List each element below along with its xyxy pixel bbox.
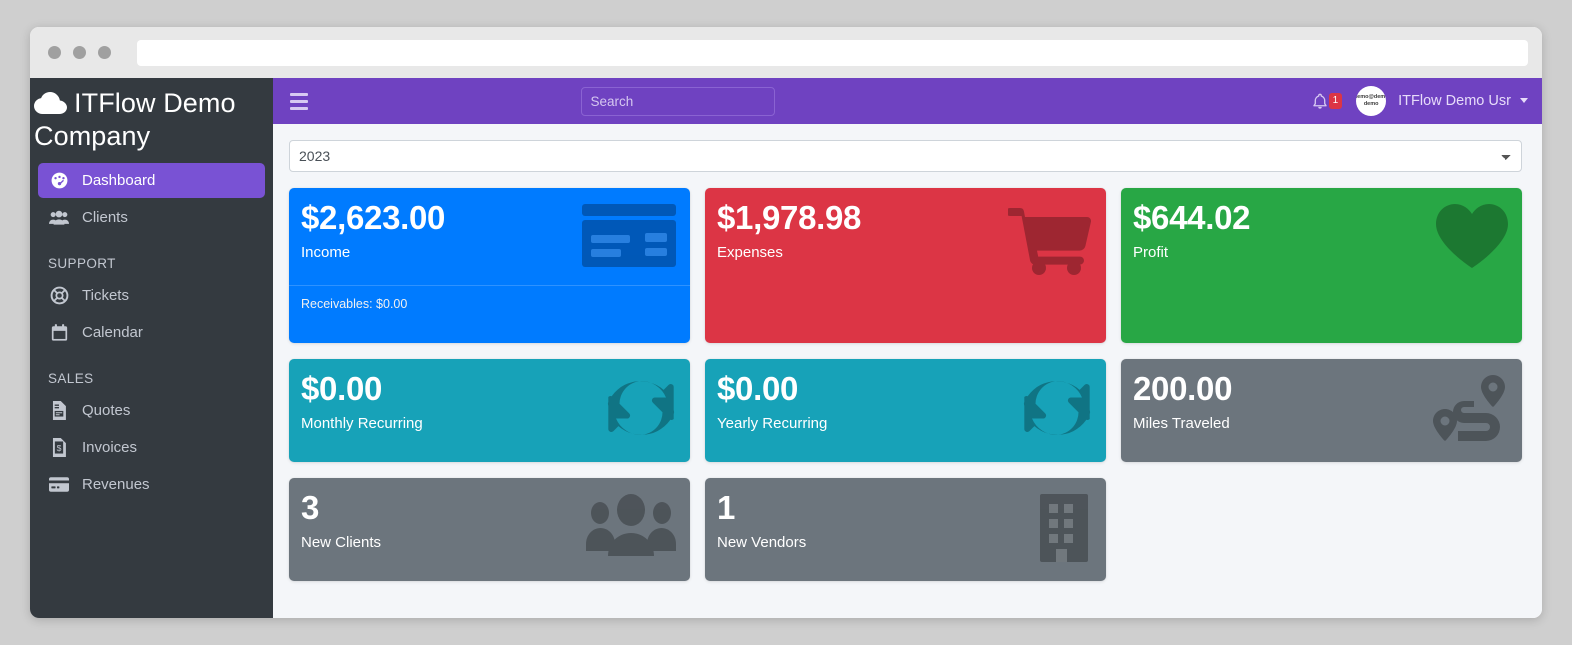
sidebar-item-label: Invoices — [82, 439, 138, 457]
stat-card-label: New Vendors — [717, 533, 807, 551]
topbar-right: 1 demo@demo demo ITFlow Demo Usr — [1310, 86, 1528, 116]
sidebar: ITFlow Demo Company Dashboa — [30, 78, 273, 618]
users-icon — [48, 208, 70, 227]
minimize-window-dot[interactable] — [73, 46, 86, 59]
sidebar-item-dashboard[interactable]: Dashboard — [38, 163, 265, 199]
stat-card-grid: $2,623.00 Income — [289, 188, 1522, 581]
stat-card-value: 1 — [717, 489, 736, 526]
address-bar[interactable] — [137, 39, 1528, 66]
sidebar-item-calendar[interactable]: Calendar — [38, 315, 265, 350]
user-menu[interactable]: ITFlow Demo Usr — [1398, 93, 1528, 109]
stat-card-value: 200.00 — [1133, 370, 1233, 407]
sidebar-group-header-support: SUPPORT — [48, 256, 116, 272]
window-controls — [48, 46, 111, 59]
life-ring-icon — [48, 286, 70, 305]
stat-card-miles-traveled[interactable]: 200.00 Miles Traveled — [1121, 359, 1522, 462]
browser-window: ITFlow Demo Company Dashboa — [30, 27, 1542, 618]
stat-card-value: $2,623.00 — [301, 199, 446, 236]
hamburger-icon[interactable] — [285, 87, 313, 115]
stat-card-value: 3 — [301, 489, 320, 526]
stat-card-footer: Receivables: $0.00 — [289, 284, 690, 321]
sidebar-item-label: Calendar — [82, 324, 143, 342]
stat-card-label: Income — [301, 243, 351, 261]
stat-card-income[interactable]: $2,623.00 Income — [289, 188, 690, 343]
stat-card-label: New Clients — [301, 533, 382, 551]
stat-card-value: $1,978.98 — [717, 199, 862, 236]
dashboard-content: 2023 $2,623.00 Income — [273, 124, 1542, 618]
file-invoice-icon — [48, 401, 70, 421]
stat-card-new-vendors[interactable]: 1 New Vendors — [705, 478, 1106, 581]
stat-card-value: $0.00 — [301, 370, 383, 407]
stat-card-value: $0.00 — [717, 370, 799, 407]
stat-card-profit[interactable]: $644.02 Profit — [1121, 188, 1522, 343]
year-filter-select[interactable]: 2023 — [289, 140, 1522, 172]
sidebar-brand-label: ITFlow Demo Company — [34, 88, 236, 152]
stat-card-new-clients[interactable]: 3 New Clients — [289, 478, 690, 581]
topbar: 1 demo@demo demo ITFlow Demo Usr — [273, 78, 1542, 124]
sidebar-item-label: Dashboard — [82, 172, 156, 190]
calendar-icon — [48, 323, 70, 342]
sidebar-brand[interactable]: ITFlow Demo Company — [30, 78, 273, 159]
sidebar-item-label: Tickets — [82, 287, 129, 305]
main-area: 1 demo@demo demo ITFlow Demo Usr 2023 — [273, 78, 1542, 618]
file-invoice-dollar-icon: $ — [48, 438, 70, 458]
notification-badge: 1 — [1328, 93, 1343, 109]
stat-card-expenses[interactable]: $1,978.98 Expenses — [705, 188, 1106, 343]
app-viewport: ITFlow Demo Company Dashboa — [30, 78, 1542, 618]
cloud-icon — [34, 91, 67, 121]
avatar[interactable]: demo@demo demo — [1356, 86, 1387, 116]
user-menu-label: ITFlow Demo Usr — [1398, 93, 1511, 109]
maximize-window-dot[interactable] — [98, 46, 111, 59]
search-input[interactable] — [581, 87, 774, 115]
avatar-line-1: demo@demo — [1356, 94, 1386, 101]
stat-card-label: Monthly Recurring — [301, 414, 423, 432]
stat-card-yearly-recurring[interactable]: $0.00 Yearly Recurring — [705, 359, 1106, 462]
chevron-down-icon — [1519, 98, 1528, 103]
stat-card-label: Yearly Recurring — [717, 414, 828, 432]
sidebar-group-header-sales: SALES — [48, 371, 94, 387]
sidebar-item-label: Clients — [82, 209, 128, 227]
browser-chrome — [30, 27, 1542, 78]
search-box — [580, 86, 775, 116]
notifications-button[interactable]: 1 — [1310, 91, 1345, 112]
sidebar-item-quotes[interactable]: Quotes — [38, 393, 265, 428]
avatar-line-2: demo — [1363, 101, 1379, 107]
stat-card-value: $644.02 — [1133, 199, 1251, 236]
stat-card-label: Miles Traveled — [1133, 414, 1230, 432]
stat-card-monthly-recurring[interactable]: $0.00 Monthly Recurring — [289, 359, 690, 462]
stat-card-label: Expenses — [717, 243, 783, 261]
sidebar-item-label: Quotes — [82, 402, 131, 420]
sidebar-item-tickets[interactable]: Tickets — [38, 278, 265, 313]
sidebar-item-label: Revenues — [82, 476, 150, 494]
stat-card-label: Profit — [1133, 243, 1169, 261]
grid-spacer — [1121, 478, 1522, 581]
tachometer-icon — [48, 171, 70, 190]
sidebar-nav: Dashboard Clients — [30, 159, 273, 502]
close-window-dot[interactable] — [48, 46, 61, 59]
svg-text:$: $ — [57, 443, 62, 453]
sidebar-item-invoices[interactable]: $ Invoices — [38, 430, 265, 465]
bell-icon — [1312, 93, 1327, 109]
sidebar-item-clients[interactable]: Clients — [38, 200, 265, 235]
credit-card-icon — [48, 475, 70, 494]
sidebar-item-revenues[interactable]: Revenues — [38, 467, 265, 502]
